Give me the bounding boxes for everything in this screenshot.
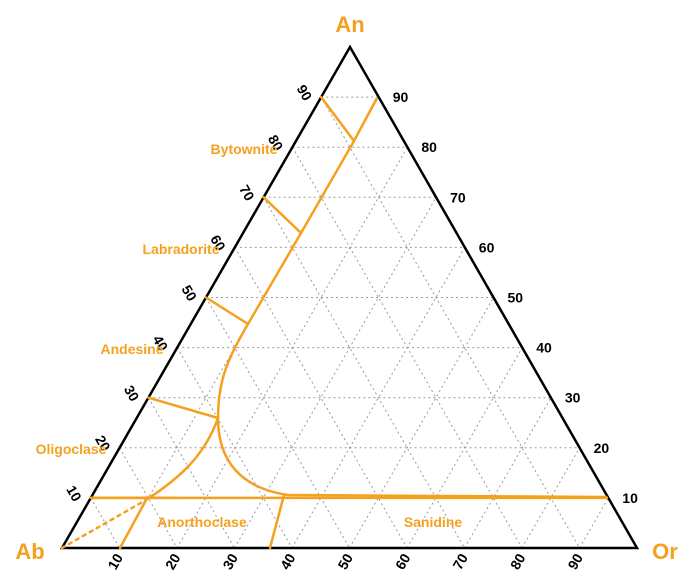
field-label-oligoclase: Oligoclase	[36, 441, 107, 457]
tick-label-right: 80	[421, 139, 437, 155]
grid-line-or-70	[464, 397, 552, 549]
tick-label-right: 10	[622, 490, 638, 506]
tick-label-left: 40	[150, 332, 172, 354]
tick-label-bottom: 50	[334, 551, 356, 573]
tick-label-right: 60	[479, 239, 495, 255]
tick-label-left: 10	[63, 483, 85, 505]
field-label-bytownite: Bytownite	[211, 141, 278, 157]
tick-label-right: 30	[565, 390, 581, 406]
boundary-bytownite-labradorite	[262, 196, 303, 235]
boundary-anorthoclase-sanidine	[268, 493, 286, 550]
grid-line-or-50	[349, 297, 494, 549]
field-label-labradorite: Labradorite	[142, 241, 219, 257]
grid-line-ab-70	[147, 397, 235, 549]
tick-label-left: 80	[265, 132, 287, 154]
tick-label-right: 90	[393, 89, 409, 105]
grid-line-ab-10	[320, 96, 580, 549]
field-boundaries	[60, 95, 609, 550]
boundary-bytownite-top	[319, 95, 356, 143]
tick-label-bottom: 90	[564, 551, 586, 573]
tick-label-left: 90	[294, 82, 316, 104]
field-label-sanidine: Sanidine	[404, 514, 463, 530]
tick-label-left: 50	[179, 282, 201, 304]
boundary-dotted	[60, 498, 148, 550]
field-label-andesine: Andesine	[100, 341, 163, 357]
grid-line-ab-30	[263, 197, 465, 549]
tick-label-left: 20	[92, 433, 114, 455]
grid-line-or-90	[579, 497, 609, 549]
boundary-andesine-oligoclase	[147, 396, 220, 420]
grid-line-ab-50	[205, 297, 350, 549]
tick-label-bottom: 60	[392, 551, 414, 573]
grid-line-or-60	[406, 347, 523, 549]
boundary-labradorite-andesine	[204, 296, 250, 326]
vertex-label-an: An	[335, 12, 364, 37]
boundary-anorthoclase-left	[118, 498, 148, 550]
field-label-anorthoclase: Anorthoclase	[157, 514, 247, 530]
tick-label-right: 40	[536, 340, 552, 356]
grid-line-ab-60	[176, 347, 293, 549]
triangle-frame	[59, 44, 640, 550]
grid-line-ab-80	[119, 447, 178, 549]
tick-label-bottom: 10	[104, 551, 126, 573]
grid-lines	[90, 96, 609, 549]
tick-label-right: 70	[450, 189, 466, 205]
tick-label-bottom: 80	[507, 551, 529, 573]
tick-label-left: 70	[236, 182, 258, 204]
vertex-label-or: Or	[652, 539, 678, 564]
tick-label-bottom: 20	[162, 551, 184, 573]
boundary-solvus-curve	[216, 97, 608, 499]
tick-label-left: 60	[207, 232, 229, 254]
tick-label-left: 30	[121, 382, 143, 404]
grid-line-ab-40	[234, 247, 408, 549]
boundary-oligoclase-curve	[145, 417, 220, 502]
tick-label-bottom: 30	[219, 551, 241, 573]
tick-label-bottom: 40	[277, 551, 299, 573]
tick-label-right: 50	[508, 290, 524, 306]
tick-label-right: 20	[594, 440, 610, 456]
tick-labels: 10 20 30 40 50 60 70 80 90 10 20 30 40 50 60 70 80 90 90 80…	[63, 82, 638, 572]
vertex-label-ab: Ab	[15, 539, 44, 564]
tick-label-bottom: 70	[449, 551, 471, 573]
grid-line-or-80	[521, 447, 581, 549]
